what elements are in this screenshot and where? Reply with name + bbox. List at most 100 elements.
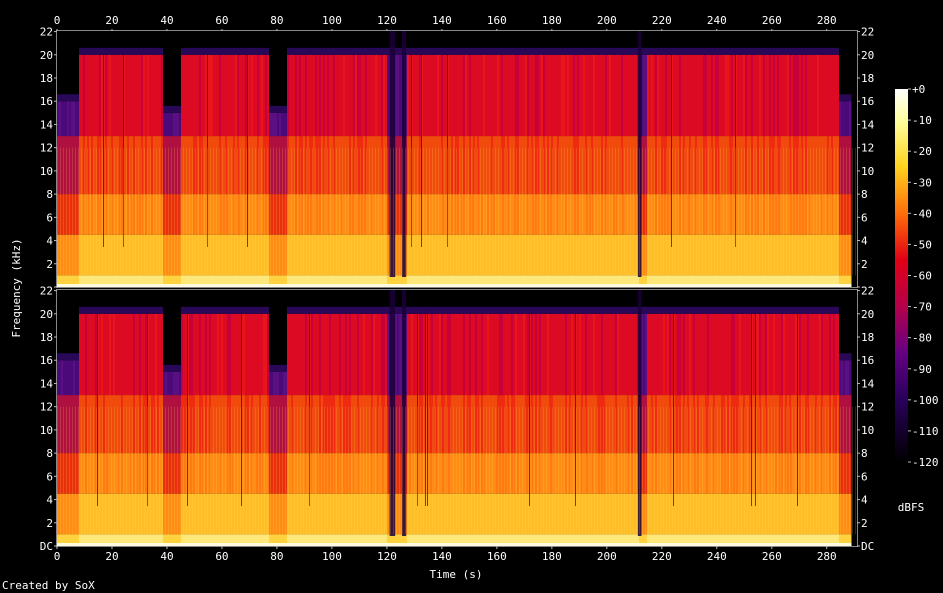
y-tick-label-left: 12 (40, 142, 53, 155)
y-tick-label-right: 6 (861, 211, 868, 224)
y-tick-label-right: 18 (861, 331, 874, 344)
y-tick-label-left: 6 (46, 211, 53, 224)
y-tick-label-left: 8 (46, 447, 53, 460)
y-tick-label-left: 10 (40, 424, 53, 437)
colorbar (895, 89, 908, 462)
y-tick-label-left: DC (40, 540, 53, 553)
y-tick-label-left: 14 (40, 118, 54, 131)
x-tick-label-bottom: 160 (487, 550, 507, 563)
y-tick-label-right: 4 (861, 235, 868, 248)
y-tick-label-right: 20 (861, 49, 874, 62)
x-tick-label-top: 20 (105, 14, 118, 27)
y-tick-label-right: 8 (861, 188, 868, 201)
colorbar-tick-label: +0 (912, 83, 925, 96)
x-tick-label-bottom: 240 (707, 550, 727, 563)
y-tick-label-left: 16 (40, 95, 53, 108)
colorbar-tick-label: -100 (912, 394, 939, 407)
x-tick-label-bottom: 180 (542, 550, 562, 563)
y-tick-label-left: 4 (46, 494, 53, 507)
dc-band (57, 543, 852, 546)
x-tick-label-bottom: 120 (377, 550, 397, 563)
x-tick-label-top: 100 (322, 14, 342, 27)
y-tick-label-left: 2 (46, 258, 53, 271)
y-tick-label-right: 2 (861, 517, 868, 530)
x-tick-label-bottom: 100 (322, 550, 342, 563)
x-tick-label-top: 120 (377, 14, 397, 27)
dc-band (57, 284, 852, 287)
x-tick-label-bottom: 80 (270, 550, 283, 563)
colorbar-tick-label: -50 (912, 238, 932, 251)
y-tick-label-right: 14 (861, 118, 875, 131)
panel-frame (56, 30, 858, 288)
x-tick-label-bottom: 260 (762, 550, 782, 563)
x-tick-label-top: 140 (432, 14, 452, 27)
y-tick-label-right: 14 (861, 377, 875, 390)
colorbar-label: dBFS (898, 501, 925, 514)
x-tick-label-bottom: 60 (215, 550, 228, 563)
x-tick-label-top: 40 (160, 14, 173, 27)
x-tick-label-bottom: 40 (160, 550, 173, 563)
y-tick-label-left: 22 (40, 26, 53, 39)
x-tick-label-top: 220 (652, 14, 672, 27)
y-tick-label-left: 22 (40, 285, 53, 298)
y-tick-label-left: 16 (40, 354, 53, 367)
y-tick-label-left: 20 (40, 308, 53, 321)
x-tick-label-top: 280 (817, 14, 837, 27)
x-tick-label-top: 240 (707, 14, 727, 27)
colorbar-tick-label: -30 (912, 176, 932, 189)
y-tick-label-left: 18 (40, 72, 53, 85)
x-tick-label-top: 200 (597, 14, 617, 27)
y-tick-label-left: 6 (46, 470, 53, 483)
y-tick-label-left: 8 (46, 188, 53, 201)
y-tick-label-right: 18 (861, 72, 874, 85)
colorbar-ticks: +0 -10 -20 -30 -40 -50 -60 -70 -80 -90 -100 -110 -12… (908, 83, 939, 469)
x-tick-label-bottom: 20 (105, 550, 118, 563)
created-by-credit: Created by SoX (2, 579, 95, 592)
y-tick-label-right: 8 (861, 447, 868, 460)
y-tick-label-left: 10 (40, 165, 53, 178)
y-axis-label: Frequency (kHz) (10, 238, 23, 337)
x-tick-label-bottom: 280 (817, 550, 837, 563)
x-tick-label-top: 180 (542, 14, 562, 27)
y-tick-label-right: 12 (861, 142, 874, 155)
y-tick-label-right: 6 (861, 470, 868, 483)
y-tick-label-right: 2 (861, 258, 868, 271)
y-tick-label-right: 12 (861, 401, 874, 414)
colorbar-tick-label: -20 (912, 145, 932, 158)
x-tick-label-bottom: 0 (54, 550, 61, 563)
colorbar-tick-label: -60 (912, 270, 932, 283)
colorbar-tick-label: -120 (912, 456, 939, 469)
y-tick-label-right: 22 (861, 285, 874, 298)
colorbar-tick-label: -110 (912, 425, 939, 438)
y-tick-label-left: 2 (46, 517, 53, 530)
colorbar-tick-label: -10 (912, 114, 932, 127)
y-tick-label-right: DC (861, 540, 874, 553)
channel-1-spectrogram (56, 30, 858, 288)
y-tick-label-right: 10 (861, 165, 874, 178)
y-tick-label-right: 22 (861, 26, 874, 39)
x-tick-label-top: 160 (487, 14, 507, 27)
y-tick-label-right: 10 (861, 424, 874, 437)
axes: 0 0 20 20 40 40 60 60 80 80 100 100 120 120 140 140 160 1… (40, 14, 875, 563)
y-tick-label-right: 4 (861, 494, 868, 507)
x-tick-label-top: 260 (762, 14, 782, 27)
colorbar-tick-label: -70 (912, 301, 932, 314)
y-tick-label-right: 16 (861, 354, 874, 367)
harmonic-texture (57, 406, 857, 535)
y-tick-label-left: 12 (40, 401, 53, 414)
x-axis-label: Time (s) (430, 568, 483, 581)
x-tick-label-bottom: 200 (597, 550, 617, 563)
colorbar-tick-label: -80 (912, 332, 932, 345)
x-tick-label-top: 80 (270, 14, 283, 27)
harmonic-texture (57, 147, 857, 276)
y-tick-label-left: 14 (40, 377, 54, 390)
y-tick-label-right: 16 (861, 95, 874, 108)
x-tick-label-bottom: 140 (432, 550, 452, 563)
colorbar-tick-label: -90 (912, 363, 932, 376)
y-tick-label-left: 4 (46, 235, 53, 248)
x-tick-label-top: 60 (215, 14, 228, 27)
x-tick-label-top: 0 (54, 14, 61, 27)
y-tick-label-left: 20 (40, 49, 53, 62)
channel-2-spectrogram (56, 289, 858, 547)
panel-frame (56, 289, 858, 547)
